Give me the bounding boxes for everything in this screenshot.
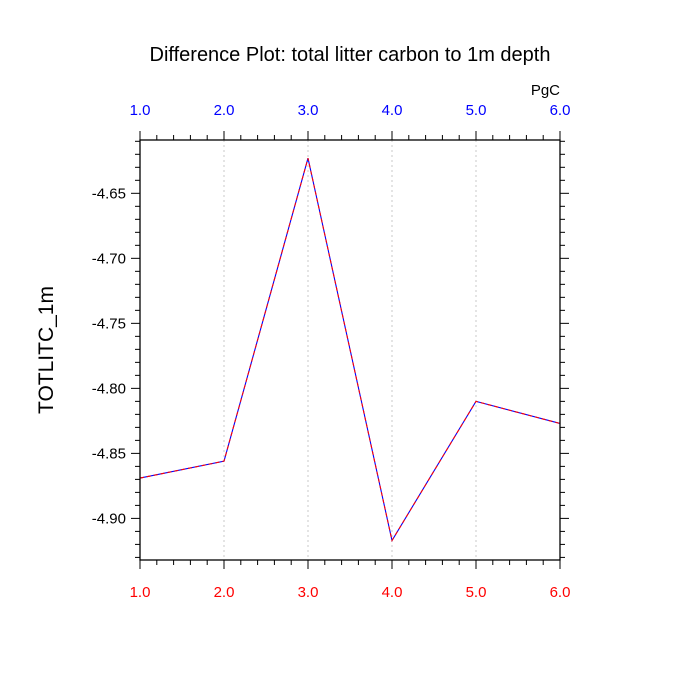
grid-layer [223,140,477,560]
x-tick-label-top: 1.0 [130,102,151,119]
x-tick-label-top: 3.0 [298,102,319,119]
series-layer [139,158,561,542]
y-tick-label: -4.80 [92,380,126,397]
label-layer: -4.65 -4.70 -4.75 -4.80 -4.85 -4.90 1.0 1.0 2.0 2… [92,102,571,601]
x-tick-label-top: 6.0 [550,102,571,119]
y-tick-label: -4.70 [92,250,126,267]
x-tick-label-top: 5.0 [466,102,487,119]
plot-frame [139,139,561,561]
x-tick-label-bottom: 6.0 [550,584,571,601]
y-tick-label: -4.65 [92,185,126,202]
x-tick-label-top: 4.0 [382,102,403,119]
units-label: PgC [531,82,560,99]
x-tick-label-bottom: 1.0 [130,584,151,601]
y-tick-label: -4.75 [92,315,126,332]
x-tick-label-bottom: 2.0 [214,584,235,601]
x-tick-label-bottom: 3.0 [298,584,319,601]
y-tick-label: -4.85 [92,445,126,462]
y-tick-label: -4.90 [92,510,126,527]
chart-title: Difference Plot: total litter carbon to … [150,44,551,66]
tick-layer [131,131,569,569]
y-axis-label: TOTLITC_1m [35,286,58,414]
x-tick-label-bottom: 4.0 [382,584,403,601]
x-tick-label-bottom: 5.0 [466,584,487,601]
x-tick-label-top: 2.0 [214,102,235,119]
series-line-dash [139,158,561,542]
